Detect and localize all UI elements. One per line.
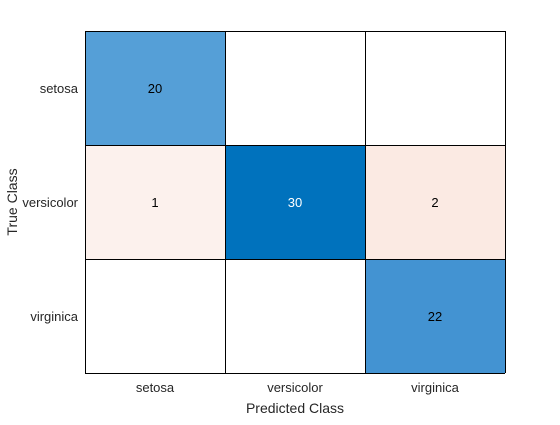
matrix-cell-versicolor-setosa bbox=[85, 145, 225, 259]
matrix-cell-setosa-versicolor bbox=[225, 31, 365, 145]
matrix-cell-versicolor-versicolor bbox=[225, 145, 365, 259]
cell-value-label: 22 bbox=[428, 309, 442, 324]
cell-value-label: 30 bbox=[288, 195, 302, 210]
y-tick-label-setosa: setosa bbox=[40, 81, 79, 96]
value-labels-layer: 201 30 222 bbox=[148, 81, 442, 324]
grid-layer bbox=[85, 31, 506, 374]
x-tick-label-versicolor: versicolor bbox=[267, 380, 323, 395]
x-tick-labels: setosa versicolor virginica bbox=[136, 380, 460, 395]
y-axis-label: True Class bbox=[4, 168, 20, 235]
cells-layer bbox=[85, 31, 505, 373]
x-tick-label-virginica: virginica bbox=[411, 380, 459, 395]
x-tick-label-setosa: setosa bbox=[136, 380, 175, 395]
matrix-cell-virginica-versicolor bbox=[225, 259, 365, 373]
y-tick-label-virginica: virginica bbox=[30, 309, 78, 324]
matrix-cell-virginica-virginica bbox=[365, 259, 505, 373]
y-tick-labels: setosa versicolor virginica bbox=[22, 81, 78, 324]
matrix-cell-versicolor-virginica bbox=[365, 145, 505, 259]
matrix-cell-setosa-setosa bbox=[85, 31, 225, 145]
cell-value-label: 1 bbox=[151, 195, 158, 210]
cell-value-label: 20 bbox=[148, 81, 162, 96]
cell-value-label: 2 bbox=[431, 195, 438, 210]
x-axis-label: Predicted Class bbox=[246, 400, 344, 416]
y-tick-label-versicolor: versicolor bbox=[22, 195, 78, 210]
matrix-cell-virginica-setosa bbox=[85, 259, 225, 373]
matrix-cell-setosa-virginica bbox=[365, 31, 505, 145]
